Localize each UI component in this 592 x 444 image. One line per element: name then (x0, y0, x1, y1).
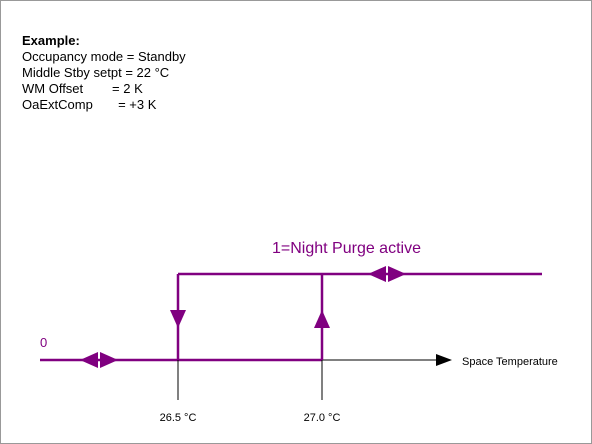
off-state-label: 0 (40, 335, 47, 350)
example-line: OaExtComp = +3 K (22, 97, 157, 112)
double-arrow (100, 352, 118, 368)
example-line: Occupancy mode = Standby (22, 49, 186, 64)
axis-label: Space Temperature (462, 356, 558, 368)
threshold-label: 26.5 °C (160, 412, 197, 424)
example-line: WM Offset = 2 K (22, 81, 143, 96)
double-arrow (388, 266, 406, 282)
double-arrow (80, 352, 98, 368)
example-line: Middle Stby setpt = 22 °C (22, 65, 169, 80)
double-arrow (368, 266, 386, 282)
down-arrow (170, 310, 186, 328)
axis-arrowhead (436, 354, 452, 366)
example-heading: Example: (22, 33, 80, 48)
up-arrow (314, 310, 330, 328)
threshold-label: 27.0 °C (304, 412, 341, 424)
on-state-label: 1=Night Purge active (272, 240, 421, 257)
